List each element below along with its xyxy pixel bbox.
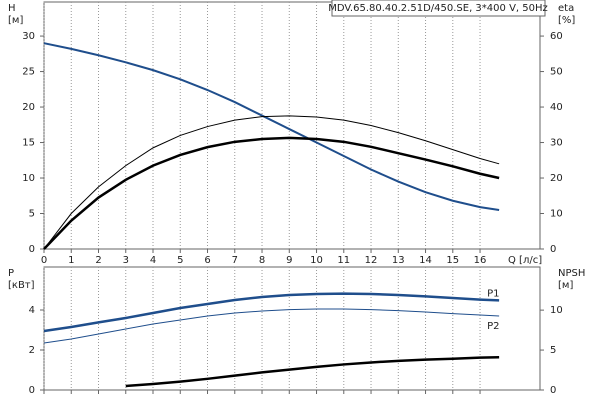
y2-tick-label: 10	[550, 209, 563, 220]
x-tick-label: 6	[204, 255, 210, 266]
y2-tick-label: 50	[550, 67, 563, 78]
y-tick-label: 5	[29, 209, 35, 220]
plot-frame	[43, 266, 541, 391]
y2-tick-label: 0	[550, 385, 556, 396]
series-label: P1	[487, 288, 499, 299]
x-tick-label: 5	[177, 255, 183, 266]
y-tick-label: 0	[29, 385, 35, 396]
y2-tick-label: 10	[550, 305, 563, 316]
x-tick-label: 0	[41, 255, 47, 266]
chart-title: MDV.65.80.40.2.51D/450.SE, 3*400 V, 50Hz	[328, 3, 548, 14]
series-line	[43, 115, 500, 250]
y2-tick-label: 0	[550, 244, 556, 255]
x-tick-label: 1	[68, 255, 74, 266]
y2-axis-unit: [%]	[558, 15, 575, 26]
y-tick-label: 4	[29, 305, 35, 316]
plot-frame	[43, 1, 541, 250]
series-line	[43, 136, 500, 250]
y2-tick-label: 20	[550, 173, 563, 184]
x-tick-label: 12	[365, 255, 378, 266]
series-line	[43, 308, 500, 344]
x-tick-label: 13	[392, 255, 405, 266]
y2-tick-label: 5	[550, 345, 556, 356]
x-tick-label: 10	[310, 255, 323, 266]
x-tick-label: 15	[446, 255, 459, 266]
y-axis-label: P	[8, 268, 14, 279]
y2-axis-label: eta	[558, 3, 574, 14]
y-axis-unit: [м]	[8, 15, 23, 26]
y-tick-label: 10	[22, 173, 35, 184]
y2-tick-label: 40	[550, 102, 563, 113]
x-tick-label: 14	[419, 255, 432, 266]
x-tick-label: 16	[474, 255, 487, 266]
series-line	[43, 292, 500, 333]
y-tick-label: 15	[22, 138, 35, 149]
y2-axis-label: NPSH	[558, 268, 585, 279]
y-tick-label: 25	[22, 67, 35, 78]
x-tick-label: 2	[95, 255, 101, 266]
y-axis-label: H	[8, 3, 16, 14]
y-axis-unit: [кВт]	[8, 280, 35, 291]
x-axis-label: Q [л/с]	[508, 255, 542, 266]
x-tick-label: 7	[232, 255, 238, 266]
x-tick-label: 3	[123, 255, 129, 266]
y-tick-label: 20	[22, 102, 35, 113]
series-line	[43, 42, 500, 211]
x-tick-label: 4	[150, 255, 156, 266]
y-tick-label: 0	[29, 244, 35, 255]
series-line	[125, 356, 500, 388]
title-box	[331, 0, 546, 17]
y-tick-label: 30	[22, 31, 35, 42]
y2-tick-label: 60	[550, 31, 563, 42]
series-label: P2	[487, 321, 499, 332]
y-tick-label: 2	[29, 345, 35, 356]
y2-axis-unit: [м]	[558, 280, 573, 291]
x-tick-label: 11	[337, 255, 350, 266]
y2-tick-label: 30	[550, 138, 563, 149]
x-tick-label: 9	[286, 255, 292, 266]
x-tick-label: 8	[259, 255, 265, 266]
